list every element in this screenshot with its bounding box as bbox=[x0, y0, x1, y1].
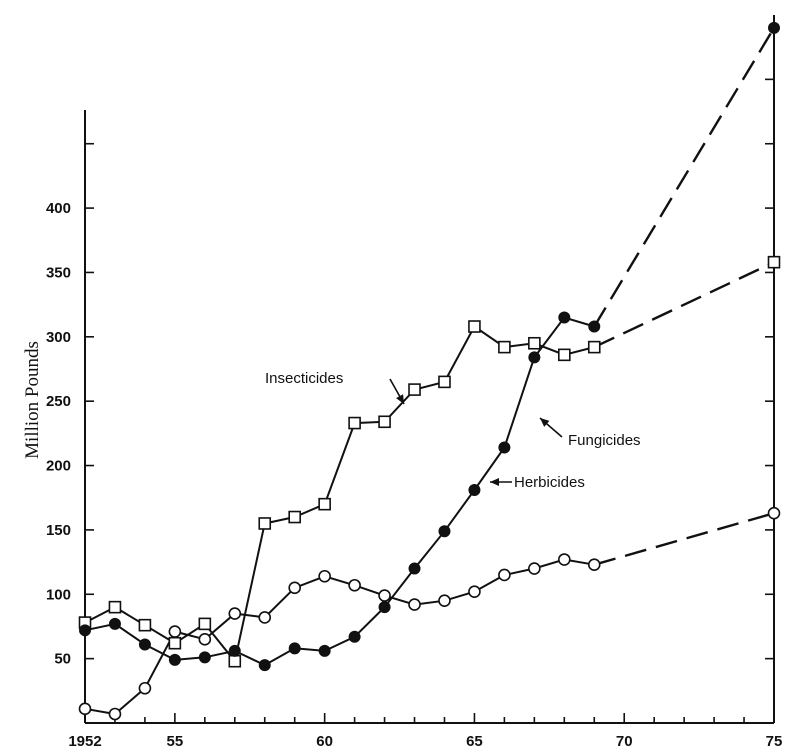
insecticides-point bbox=[498, 340, 511, 354]
fungicides-point bbox=[767, 506, 781, 520]
y-tick-label: 100 bbox=[46, 586, 71, 603]
y-axis-label: Million Pounds bbox=[22, 341, 43, 459]
fungicides-point bbox=[108, 707, 122, 721]
fungicides-annotation: Fungicides bbox=[568, 432, 641, 449]
herbicides-point bbox=[468, 484, 481, 497]
series-markers bbox=[78, 21, 781, 721]
insecticides-point bbox=[587, 340, 601, 354]
y-tick-label: 250 bbox=[46, 393, 71, 410]
herbicides-arrow-head bbox=[490, 478, 499, 486]
annotations: Insecticides Herbicides Fungicides bbox=[265, 370, 641, 491]
herbicides-projection-line bbox=[593, 27, 776, 328]
insecticides-arrow-head bbox=[396, 394, 404, 404]
y-tick-label: 400 bbox=[46, 200, 71, 217]
fungicides-point bbox=[378, 589, 391, 602]
herbicides-annotation: Herbicides bbox=[514, 474, 585, 491]
fungicides-point bbox=[587, 558, 601, 571]
fungicides-arrow-head bbox=[540, 418, 550, 427]
y-tick-label: 150 bbox=[46, 522, 71, 539]
y-tick-label: 300 bbox=[46, 329, 71, 346]
insecticides-point bbox=[528, 336, 541, 350]
herbicides-point bbox=[228, 644, 241, 657]
herbicides-point bbox=[558, 311, 571, 324]
insecticides-annotation: Insecticides bbox=[265, 370, 343, 387]
insecticides-projection-line bbox=[593, 261, 775, 349]
herbicides-point bbox=[288, 642, 301, 655]
axes bbox=[84, 15, 775, 724]
herbicides-point bbox=[378, 601, 391, 614]
series-lines bbox=[84, 27, 776, 716]
x-tick-label: 60 bbox=[316, 733, 333, 750]
herbicides-point bbox=[108, 617, 121, 630]
insecticides-point bbox=[108, 600, 122, 614]
herbicides-point bbox=[138, 638, 151, 651]
insecticides-point bbox=[438, 375, 451, 389]
insecticides-point bbox=[258, 517, 272, 530]
fungicides-point bbox=[258, 611, 272, 624]
x-tick-label: 70 bbox=[616, 733, 633, 750]
insecticides-point bbox=[767, 255, 781, 269]
herbicides-point bbox=[168, 653, 181, 666]
herbicides-point bbox=[408, 562, 421, 575]
herbicides-point bbox=[348, 630, 361, 643]
herbicides-point bbox=[198, 651, 211, 664]
insecticides-point bbox=[228, 654, 242, 668]
herbicides-point bbox=[528, 351, 541, 364]
fungicides-point bbox=[198, 633, 212, 646]
fungicides-line bbox=[84, 558, 595, 716]
fungicides-point bbox=[498, 568, 511, 582]
insecticides-point bbox=[468, 320, 481, 333]
y-tick-label: 50 bbox=[54, 651, 71, 668]
herbicides-point bbox=[258, 659, 271, 672]
x-tick-label: 1952 bbox=[68, 733, 101, 750]
fungicides-point bbox=[528, 562, 541, 575]
fungicides-point bbox=[228, 607, 242, 620]
insecticides-point bbox=[138, 618, 152, 632]
x-tick-label: 75 bbox=[766, 733, 783, 750]
fungicides-point bbox=[168, 625, 182, 638]
insecticides-point bbox=[408, 383, 421, 396]
fungicides-point bbox=[348, 578, 361, 592]
fungicides-projection-line bbox=[593, 512, 775, 566]
herbicides-point bbox=[588, 320, 601, 333]
insecticides-point bbox=[378, 415, 391, 429]
fungicides-point bbox=[78, 702, 92, 716]
insecticides-point bbox=[318, 497, 331, 511]
herbicides-point bbox=[498, 441, 511, 454]
insecticides-point bbox=[288, 510, 301, 524]
insecticides-point bbox=[558, 348, 571, 362]
fungicides-point bbox=[318, 569, 331, 583]
insecticides-point bbox=[198, 617, 212, 631]
x-tick-label: 65 bbox=[466, 733, 483, 750]
fungicides-point bbox=[438, 594, 451, 608]
insecticides-point bbox=[168, 636, 182, 650]
insecticides-point bbox=[348, 416, 361, 430]
fungicides-point bbox=[468, 585, 481, 598]
fungicides-point bbox=[408, 598, 421, 611]
fungicides-point bbox=[558, 553, 571, 566]
y-tick-label: 350 bbox=[46, 264, 71, 281]
y-tick-label: 200 bbox=[46, 458, 71, 475]
herbicides-point bbox=[318, 644, 331, 657]
fungicides-point bbox=[138, 681, 152, 695]
herbicides-point bbox=[768, 21, 780, 34]
fungicides-point bbox=[288, 581, 301, 595]
x-tick-label: 55 bbox=[167, 733, 184, 750]
herbicides-point bbox=[79, 624, 91, 637]
ticks: 1952 55 60 65 70 75 50 100 150 200 250 300 350 400 bbox=[46, 78, 783, 750]
herbicides-point bbox=[438, 525, 451, 538]
